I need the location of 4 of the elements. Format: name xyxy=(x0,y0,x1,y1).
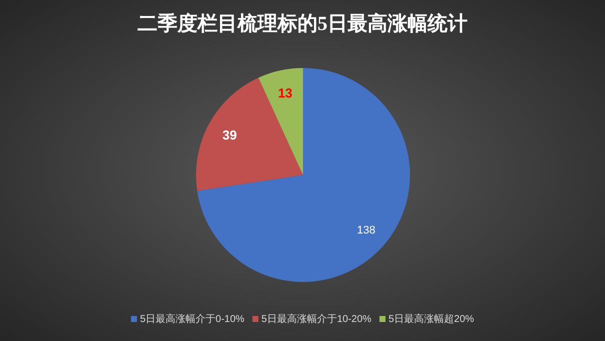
legend-label: 5日最高涨幅介于0-10% xyxy=(140,313,245,325)
title: 二季度栏目梳理标的5日最高涨幅统计 xyxy=(138,13,468,35)
legend-label: 5日最高涨幅超20% xyxy=(388,313,474,325)
legend-label: 5日最高涨幅介于10-20% xyxy=(261,313,372,325)
